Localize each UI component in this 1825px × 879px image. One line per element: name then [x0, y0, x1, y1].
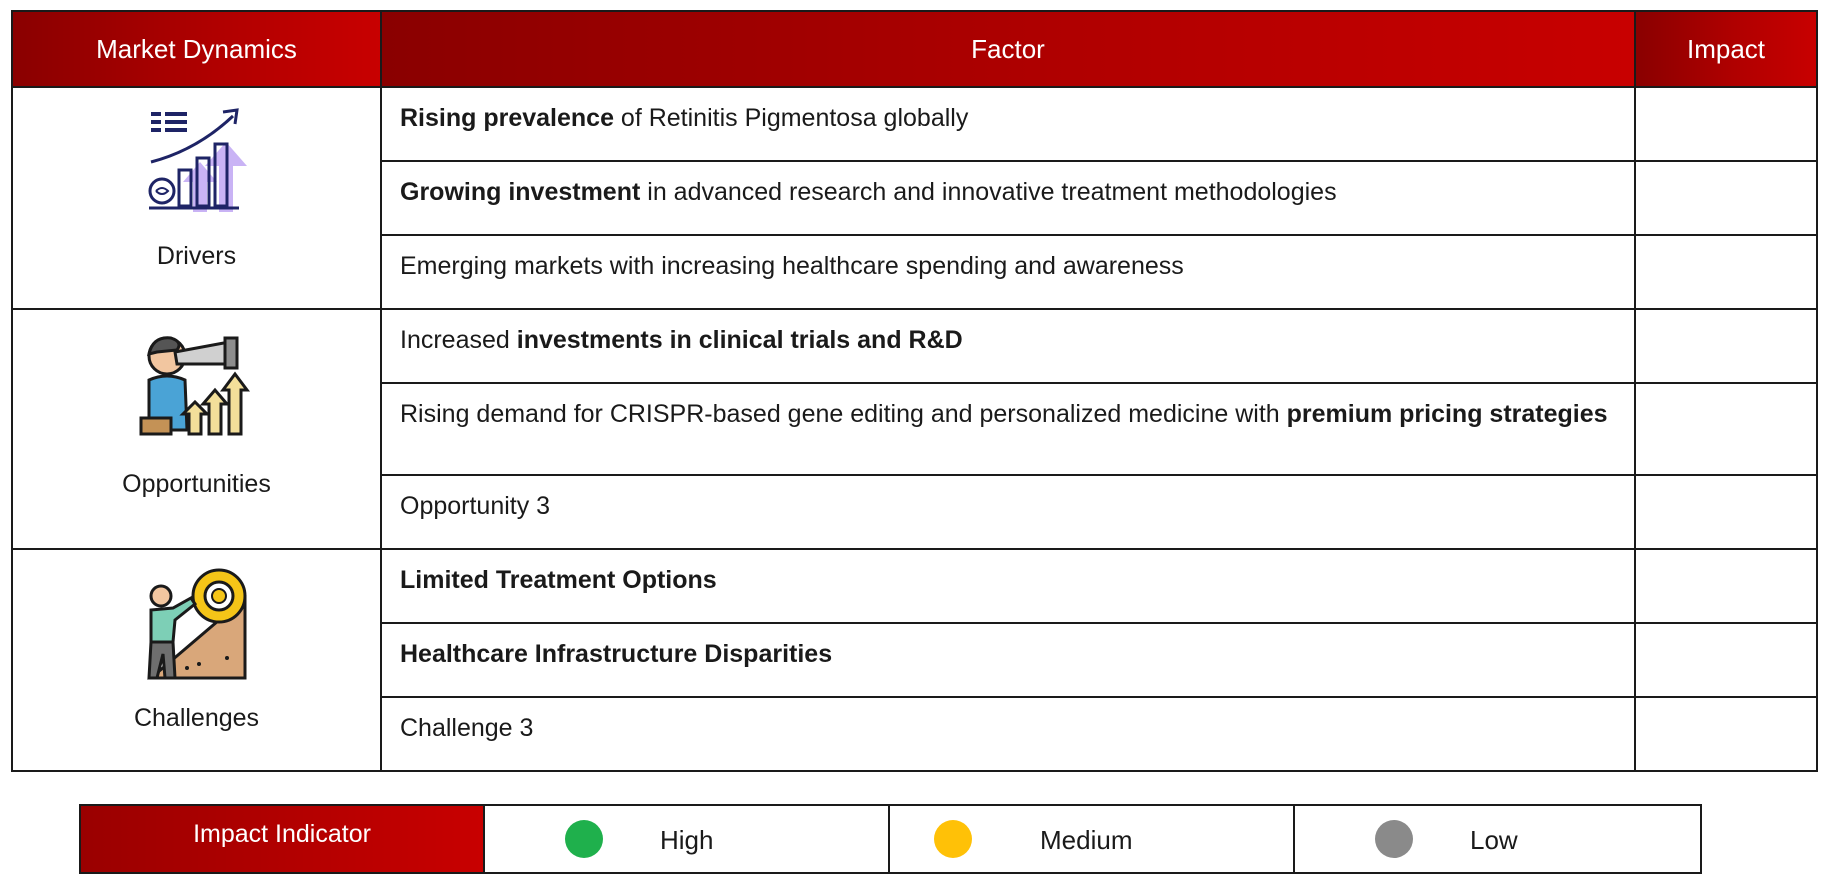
factor-cell: Opportunity 3 — [380, 474, 1636, 550]
impact-cell — [1634, 696, 1818, 772]
impact-cell — [1634, 308, 1818, 384]
high-dot-icon — [565, 820, 603, 858]
factor-text: Challenge 3 — [400, 714, 534, 742]
challenges-cell: Challenges — [11, 548, 382, 772]
drivers-cell: Drivers — [11, 86, 382, 310]
legend-label-high: High — [660, 825, 714, 855]
factor-text: Increased — [400, 326, 517, 354]
legend-item-medium: Medium — [890, 806, 1295, 872]
factor-cell: Increased investments in clinical trials… — [380, 308, 1636, 384]
header-impact: Impact — [1634, 10, 1818, 88]
table-row: Healthcare Infrastructure Disparities — [12, 622, 1818, 698]
factor-text: Rising demand for CRISPR-based gene edit… — [400, 400, 1287, 428]
impact-legend: Impact Indicator High Medium Low — [79, 804, 1702, 874]
table-row: Drivers Rising prevalence of Retinitis P… — [11, 86, 1818, 310]
legend-title: Impact Indicator — [81, 806, 485, 872]
factor-cell: Growing investment in advanced research … — [380, 160, 1636, 236]
growth-chart-icon — [148, 108, 247, 212]
factor-cell: Rising demand for CRISPR-based gene edit… — [380, 382, 1636, 476]
factor-bold-text: Limited Treatment Options — [400, 566, 717, 594]
table-row: Opportunity 3 — [12, 474, 1818, 550]
table-row: Rising demand for CRISPR-based gene edit… — [12, 382, 1818, 476]
legend-item-low: Low — [1295, 806, 1700, 872]
factor-cell: Challenge 3 — [380, 696, 1636, 772]
factor-cell: Rising prevalence of Retinitis Pigmentos… — [380, 86, 1636, 162]
factor-cell: Emerging markets with increasing healthc… — [380, 234, 1636, 310]
impact-cell — [1634, 622, 1818, 698]
legend-label-medium: Medium — [1040, 825, 1133, 855]
table-row: Emerging markets with increasing healthc… — [12, 234, 1818, 310]
low-dot-icon — [1375, 820, 1413, 858]
factor-bold-text: investments in clinical trials and R&D — [516, 326, 963, 354]
climbing-gear-icon — [146, 568, 246, 680]
challenges-label: Challenges — [133, 704, 260, 732]
legend-label-low: Low — [1470, 825, 1518, 855]
legend-item-high: High — [485, 806, 890, 872]
telescope-person-icon — [139, 336, 250, 436]
opportunities-cell: Opportunities — [11, 308, 382, 550]
impact-cell — [1634, 86, 1818, 162]
table-row: Opportunities Increased investments in c… — [11, 308, 1818, 550]
factor-bold-text: Growing investment — [400, 178, 641, 206]
impact-cell — [1634, 160, 1818, 236]
header-factor: Factor — [380, 10, 1636, 88]
factor-bold-text: Rising prevalence — [400, 104, 614, 132]
factor-text: Emerging markets with increasing healthc… — [400, 252, 1184, 280]
impact-cell — [1634, 548, 1818, 624]
market-dynamics-table: Market Dynamics Factor Impact — [11, 10, 1818, 772]
factor-bold-text: premium pricing strategies — [1286, 400, 1608, 428]
factor-cell: Limited Treatment Options — [380, 548, 1636, 624]
factor-bold-text: Healthcare Infrastructure Disparities — [400, 640, 833, 668]
table-row: Challenge 3 — [12, 696, 1818, 772]
impact-cell — [1634, 382, 1818, 476]
impact-cell — [1634, 474, 1818, 550]
medium-dot-icon — [934, 820, 972, 858]
header-market-dynamics: Market Dynamics — [11, 10, 382, 88]
table-header-row: Market Dynamics Factor Impact — [11, 10, 1818, 88]
drivers-label: Drivers — [156, 242, 237, 270]
factor-text: in advanced research and innovative trea… — [640, 178, 1337, 206]
impact-cell — [1634, 234, 1818, 310]
table-row: Growing investment in advanced research … — [12, 160, 1818, 236]
opportunities-label: Opportunities — [122, 470, 271, 498]
factor-text: Opportunity 3 — [400, 492, 551, 520]
table-row: Challenges Limited Treatment Options — [11, 548, 1818, 772]
factor-text: of Retinitis Pigmentosa globally — [613, 104, 969, 132]
factor-cell: Healthcare Infrastructure Disparities — [380, 622, 1636, 698]
